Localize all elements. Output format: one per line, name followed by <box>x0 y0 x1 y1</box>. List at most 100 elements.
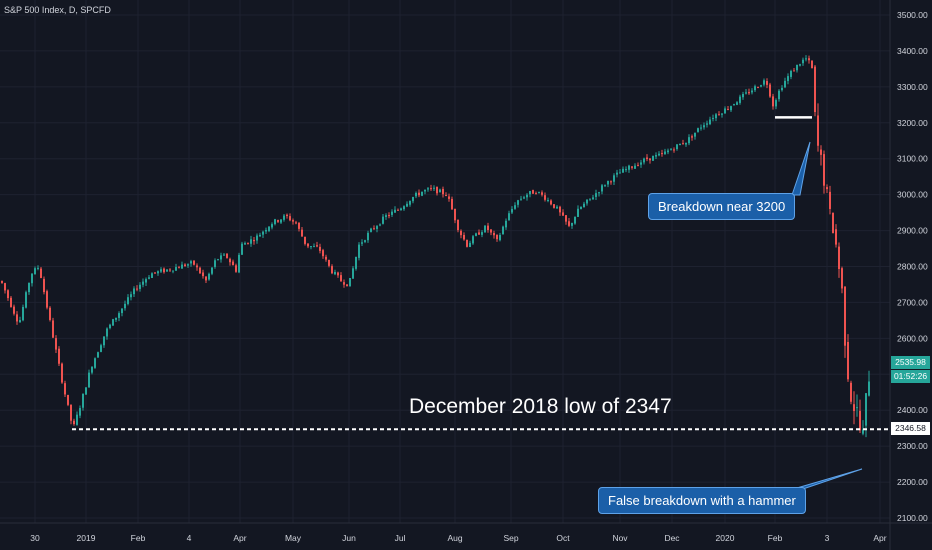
candle-body <box>205 276 207 281</box>
candle-body <box>448 196 450 199</box>
candle-body <box>862 429 864 434</box>
level-price-tag: 2346.58 <box>891 422 930 435</box>
candle-body <box>652 155 654 161</box>
candle-body <box>379 224 381 226</box>
candle-body <box>805 58 807 60</box>
candle-body <box>832 212 834 234</box>
candle-body <box>301 229 303 237</box>
candle-body <box>280 219 282 223</box>
candle-body <box>544 195 546 200</box>
countdown-tag: 01:52:26 <box>891 370 930 383</box>
candle-body <box>559 206 561 213</box>
candle-body <box>112 319 114 326</box>
candle-body <box>157 271 159 274</box>
candle-body <box>454 208 456 221</box>
candle-body <box>58 348 60 364</box>
candle-body <box>496 234 498 240</box>
candle-body <box>685 142 687 145</box>
candle-body <box>325 256 327 260</box>
candle-body <box>751 90 753 93</box>
candle-body <box>694 132 696 137</box>
candle-body <box>70 404 72 421</box>
x-tick-label: Oct <box>556 533 570 543</box>
candle-body <box>847 341 849 380</box>
candle-body <box>739 96 741 103</box>
candle-body <box>259 234 261 237</box>
candle-body <box>538 191 540 193</box>
candle-body <box>355 256 357 269</box>
x-tick-label: Dec <box>664 533 680 543</box>
x-tick-label: Aug <box>447 533 462 543</box>
y-tick-label: 3200.00 <box>897 118 928 128</box>
candle-body <box>256 235 258 241</box>
candle-body <box>7 290 9 299</box>
y-tick-label: 3000.00 <box>897 190 928 200</box>
candle-body <box>679 143 681 146</box>
candle-body <box>289 216 291 221</box>
candle-body <box>688 137 690 144</box>
candle-body <box>133 288 135 295</box>
candle-body <box>634 165 636 169</box>
candle-body <box>730 106 732 111</box>
breakdown-callout-pointer <box>791 141 811 196</box>
candle-body <box>412 196 414 202</box>
candle-body <box>55 338 57 350</box>
candle-body <box>778 90 780 100</box>
candle-body <box>721 113 723 115</box>
candle-body <box>94 358 96 368</box>
candle-body <box>253 239 255 242</box>
candle-body <box>373 228 375 230</box>
candle-body <box>529 191 531 195</box>
candle-body <box>532 190 534 194</box>
candle-body <box>628 165 630 170</box>
candle-body <box>238 254 240 273</box>
y-tick-label: 2600.00 <box>897 333 928 343</box>
candle-body <box>676 144 678 150</box>
y-tick-label: 2900.00 <box>897 226 928 236</box>
x-tick-label: Nov <box>612 533 628 543</box>
candle-body <box>856 407 858 409</box>
candle-body <box>574 216 576 224</box>
y-tick-label: 3500.00 <box>897 10 928 20</box>
candle-body <box>1 280 3 283</box>
candle-body <box>622 168 624 173</box>
candle-body <box>43 278 45 293</box>
x-tick-label: 4 <box>187 533 192 543</box>
candle-body <box>37 267 39 269</box>
candle-body <box>328 259 330 266</box>
candle-body <box>754 86 756 91</box>
candle-body <box>850 382 852 402</box>
candle-body <box>151 273 153 278</box>
false-breakdown-callout[interactable]: False breakdown with a hammer <box>598 487 806 514</box>
candle-body <box>823 154 825 186</box>
candle-body <box>667 150 669 153</box>
candle-body <box>223 254 225 256</box>
candle-body <box>376 226 378 229</box>
breakdown-callout[interactable]: Breakdown near 3200 <box>648 193 796 220</box>
x-tick-label: 2019 <box>77 533 96 543</box>
candle-body <box>631 166 633 168</box>
candle-body <box>541 192 543 195</box>
candle-body <box>340 275 342 282</box>
candle-body <box>550 200 552 205</box>
candle-body <box>91 366 93 373</box>
candle-body <box>589 198 591 200</box>
candle-body <box>580 207 582 209</box>
candle-body <box>334 271 336 275</box>
candle-body <box>304 236 306 244</box>
candle-body <box>745 92 747 94</box>
x-tick-label: 3 <box>825 533 830 543</box>
candle-body <box>97 352 99 358</box>
candle-body <box>28 282 30 293</box>
candle-body <box>505 220 507 228</box>
candle-body <box>775 100 777 107</box>
candle-body <box>193 260 195 265</box>
candle-body <box>445 195 447 197</box>
candle-body <box>601 185 603 192</box>
candle-body <box>22 306 24 321</box>
last-price-tag: 2535.98 <box>891 356 930 369</box>
candle-body <box>649 158 651 161</box>
candle-body <box>64 383 66 395</box>
